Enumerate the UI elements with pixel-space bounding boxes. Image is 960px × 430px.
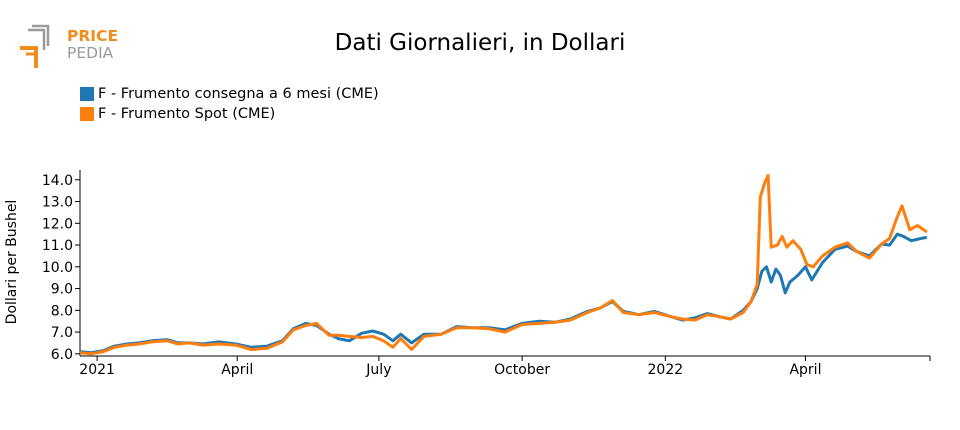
legend-swatch-series-2 bbox=[80, 107, 94, 121]
legend-label-series-2: F - Frumento Spot (CME) bbox=[98, 106, 276, 122]
series-line-1 bbox=[79, 232, 928, 355]
logo-mark-icon bbox=[20, 24, 50, 68]
chart-title: Dati Giornalieri, in Dollari bbox=[334, 30, 626, 56]
x-tick-label: 2021 bbox=[79, 362, 115, 378]
x-tick-label: July bbox=[365, 362, 391, 378]
y-tick-label: 13.0 bbox=[42, 195, 73, 211]
x-tick-label: April bbox=[789, 362, 821, 378]
legend-swatch-series-1 bbox=[80, 87, 94, 101]
y-tick-label: 12.0 bbox=[42, 216, 73, 232]
y-tick-label: 8.0 bbox=[51, 303, 73, 319]
legend-item-series-2[interactable]: F - Frumento Spot (CME) bbox=[80, 104, 379, 124]
x-tick-label: 2022 bbox=[648, 362, 684, 378]
series-line-2 bbox=[79, 173, 928, 356]
legend-label-series-1: F - Frumento consegna a 6 mesi (CME) bbox=[98, 86, 379, 102]
y-axis-label: Dollari per Bushel bbox=[4, 200, 20, 325]
y-tick-label: 7.0 bbox=[51, 325, 73, 341]
x-tick-label: April bbox=[221, 362, 253, 378]
y-tick-label: 6.0 bbox=[51, 347, 73, 363]
chart-legend: F - Frumento consegna a 6 mesi (CME) F -… bbox=[80, 84, 379, 124]
y-tick-label: 11.0 bbox=[42, 238, 73, 254]
chart-axes: 6.0 7.0 8.0 9.0 10.0 11.0 12.0 13.0 14.0 2021 Apri… bbox=[42, 170, 931, 378]
x-tick-label: October bbox=[494, 362, 550, 378]
pricepedia-logo: PRICE PEDIA bbox=[20, 24, 118, 68]
legend-item-series-1[interactable]: F - Frumento consegna a 6 mesi (CME) bbox=[80, 84, 379, 104]
chart-lines bbox=[79, 173, 928, 356]
logo-word-pedia: PEDIA bbox=[67, 44, 114, 62]
logo-word-price: PRICE bbox=[67, 27, 118, 45]
y-tick-label: 14.0 bbox=[42, 173, 73, 189]
y-tick-label: 9.0 bbox=[51, 282, 73, 298]
y-tick-label: 10.0 bbox=[42, 260, 73, 276]
